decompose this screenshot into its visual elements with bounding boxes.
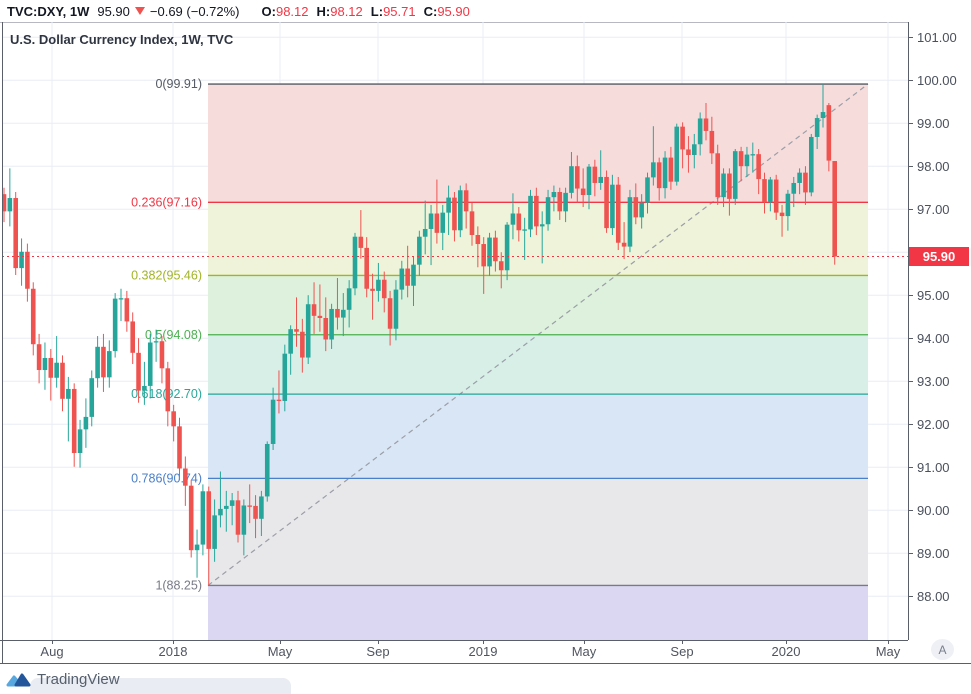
chart-title[interactable]: U.S. Dollar Currency Index, 1W, TVC (10, 32, 234, 47)
ohlc-value: 95.90 (437, 3, 470, 19)
symbol-info-bar: TVC:DXY, 1W 95.90 −0.69 (−0.72%) O:98.12… (0, 0, 971, 22)
price-tick-label: 88.00 (908, 588, 950, 604)
price-tick-label: 92.00 (908, 416, 950, 432)
price-tick-label: 99.00 (908, 115, 950, 131)
tradingview-logo[interactable]: TradingView (5, 670, 120, 688)
time-tick-label: 2019 (468, 644, 498, 659)
ohlc-readout: O:98.12 H:98.12 L:95.71 C:95.90 (254, 4, 470, 19)
time-tick-mark (280, 640, 281, 644)
ohlc-value: 95.71 (383, 3, 416, 19)
time-tick-label: 2020 (771, 644, 801, 659)
price-tick-label: 91.00 (908, 459, 950, 475)
price-tick-label: 100.00 (908, 72, 957, 88)
price-tick-label: 93.00 (908, 373, 950, 389)
down-triangle-icon (134, 7, 145, 15)
time-tick-label: Sep (670, 644, 694, 659)
ohlc-label: L: (370, 3, 384, 19)
fib-level-label: 0.5(94.08) (145, 328, 202, 342)
time-tick-mark (378, 640, 379, 644)
price-tick-label: 94.00 (908, 330, 950, 346)
time-tick-mark (173, 640, 174, 644)
time-tick-mark (888, 640, 889, 644)
fib-level-label: 0.236(97.16) (131, 195, 202, 209)
time-axis-separator (0, 640, 971, 641)
fib-level-label: 1(88.25) (155, 578, 202, 592)
time-tick-label: May (875, 644, 901, 659)
time-tick-mark (682, 640, 683, 644)
price-tick-label: 98.00 (908, 158, 950, 174)
time-tick-label: Aug (40, 644, 64, 659)
price-axis[interactable]: 101.00100.0099.0098.0097.0096.0095.0094.… (908, 22, 971, 640)
bottom-strip: TradingView (0, 664, 971, 694)
price-tick-label: 89.00 (908, 545, 950, 561)
time-axis[interactable]: Aug 2018 May Sep 2019 May Sep 2020 May (2, 640, 908, 663)
price-tick-label: 95.00 (908, 287, 950, 303)
auto-scale-button[interactable]: A (931, 639, 954, 660)
ohlc-value: 98.12 (330, 3, 363, 19)
price-axis-separator (908, 22, 909, 663)
plot-left-border (2, 22, 3, 663)
time-tick-mark (786, 640, 787, 644)
price-tick-label: 97.00 (908, 201, 950, 217)
ohlc-value: 98.12 (275, 3, 309, 19)
price-change: −0.69 (−0.72%) (149, 3, 240, 19)
price-tick-label: 90.00 (908, 502, 950, 518)
time-tick-label: May (267, 644, 293, 659)
time-tick-label: 2018 (158, 644, 188, 659)
symbol-title[interactable]: TVC:DXY, 1W (7, 3, 90, 19)
fib-level-label: 0(99.91) (155, 77, 202, 91)
candlestick-plot[interactable]: 0(99.91) 0.236(97.16) 0.382(95.46) 0.5(94.0… (2, 22, 908, 640)
time-tick-mark (52, 640, 53, 644)
last-price-tag: 95.90 (909, 246, 969, 266)
ohlc-label: C: (423, 3, 438, 19)
time-tick-mark (584, 640, 585, 644)
last-price: 95.90 (97, 3, 130, 19)
topbar-separator (0, 22, 971, 23)
ohlc-label: O: (261, 3, 276, 19)
chart-bottom-border (0, 663, 971, 664)
time-tick-mark (483, 640, 484, 644)
fib-level-label: 0.382(95.46) (131, 268, 202, 282)
time-tick-label: May (571, 644, 597, 659)
time-tick-label: Sep (366, 644, 390, 659)
price-tick-label: 101.00 (908, 29, 957, 45)
ohlc-label: H: (316, 3, 331, 19)
logo-text: TradingView (37, 670, 120, 688)
mountain-logo-icon (6, 673, 31, 687)
logo-pill (30, 678, 291, 694)
